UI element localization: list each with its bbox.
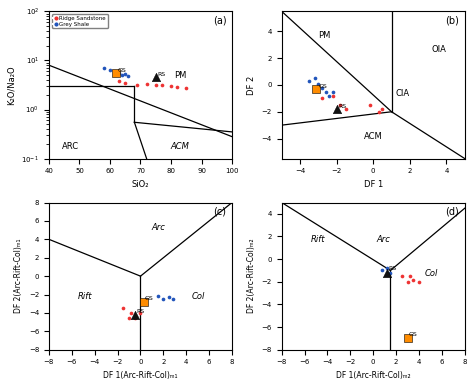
Text: RS: RS bbox=[136, 309, 144, 314]
Point bbox=[337, 102, 344, 108]
Text: Col: Col bbox=[425, 269, 438, 278]
Legend: Ridge Sandstone, Grey Shale: Ridge Sandstone, Grey Shale bbox=[52, 14, 108, 28]
Text: RS: RS bbox=[338, 104, 346, 109]
Point bbox=[311, 75, 319, 81]
Point bbox=[342, 106, 349, 112]
Text: GS: GS bbox=[409, 332, 418, 337]
Text: PM: PM bbox=[319, 31, 331, 40]
Point bbox=[140, 299, 148, 305]
Text: OIA: OIA bbox=[432, 45, 447, 53]
Text: RS: RS bbox=[388, 267, 396, 271]
Point bbox=[173, 84, 181, 90]
X-axis label: DF 1: DF 1 bbox=[364, 180, 383, 189]
Point bbox=[165, 294, 173, 300]
Point bbox=[305, 78, 313, 84]
Text: CIA: CIA bbox=[395, 89, 410, 98]
Text: Arc: Arc bbox=[152, 223, 166, 232]
Point bbox=[375, 109, 383, 115]
Point bbox=[167, 83, 175, 89]
Point bbox=[410, 276, 417, 283]
Text: GS: GS bbox=[145, 296, 154, 301]
Point bbox=[121, 71, 129, 77]
Text: ACM: ACM bbox=[364, 132, 383, 140]
X-axis label: DF 1(Arc-Rift-Col)ₘ₁: DF 1(Arc-Rift-Col)ₘ₁ bbox=[103, 371, 178, 380]
Point bbox=[131, 315, 138, 321]
Point bbox=[128, 310, 135, 316]
Point bbox=[329, 89, 337, 95]
Point bbox=[142, 296, 150, 302]
Point bbox=[383, 265, 391, 271]
Point bbox=[169, 296, 176, 302]
Point bbox=[366, 102, 374, 108]
Point bbox=[112, 69, 120, 75]
Point bbox=[106, 67, 114, 73]
Y-axis label: DF 2(Arc-Rift-Col)ₘ₁: DF 2(Arc-Rift-Col)ₘ₁ bbox=[14, 239, 23, 313]
Point bbox=[313, 86, 320, 92]
X-axis label: DF 1(Arc-Rift-Col)ₘ₂: DF 1(Arc-Rift-Col)ₘ₂ bbox=[336, 371, 410, 380]
Text: PM: PM bbox=[174, 71, 186, 80]
Text: (a): (a) bbox=[213, 16, 227, 26]
Point bbox=[387, 270, 394, 276]
Point bbox=[131, 312, 138, 318]
Text: ARC: ARC bbox=[62, 142, 79, 151]
Point bbox=[318, 85, 326, 91]
Text: Rift: Rift bbox=[310, 235, 325, 244]
Point bbox=[143, 81, 150, 87]
Point bbox=[119, 305, 127, 312]
Point bbox=[121, 80, 129, 86]
Text: GS: GS bbox=[319, 84, 327, 89]
Point bbox=[152, 74, 160, 80]
Y-axis label: DF 2(Arc-Rift-Col)ₘ₂: DF 2(Arc-Rift-Col)ₘ₂ bbox=[247, 239, 256, 313]
Y-axis label: DF 2: DF 2 bbox=[247, 75, 256, 94]
Point bbox=[318, 95, 326, 101]
Text: (b): (b) bbox=[446, 16, 459, 26]
Point bbox=[398, 273, 406, 279]
Point bbox=[315, 80, 322, 87]
Point bbox=[118, 72, 126, 78]
Text: ACM: ACM bbox=[171, 142, 190, 151]
Point bbox=[125, 315, 133, 321]
Text: (d): (d) bbox=[446, 207, 459, 217]
Text: Rift: Rift bbox=[78, 292, 92, 301]
Point bbox=[383, 270, 391, 276]
Point bbox=[415, 279, 423, 285]
Point bbox=[322, 89, 329, 95]
Point bbox=[379, 267, 386, 274]
Point bbox=[100, 65, 108, 71]
Text: RS: RS bbox=[157, 72, 165, 77]
X-axis label: SiO₂: SiO₂ bbox=[132, 180, 149, 189]
Point bbox=[137, 310, 144, 316]
Text: Arc: Arc bbox=[377, 235, 391, 244]
Point bbox=[154, 293, 162, 300]
Text: (c): (c) bbox=[214, 207, 227, 217]
Point bbox=[125, 73, 132, 79]
Point bbox=[115, 70, 123, 76]
Point bbox=[329, 92, 337, 99]
Point bbox=[326, 92, 333, 99]
Text: GS: GS bbox=[118, 68, 127, 73]
Point bbox=[406, 273, 414, 279]
Point bbox=[152, 82, 160, 89]
Point bbox=[115, 78, 123, 84]
Text: Col: Col bbox=[192, 292, 205, 301]
Y-axis label: K₂O/Na₂O: K₂O/Na₂O bbox=[7, 65, 16, 105]
Point bbox=[112, 70, 120, 76]
Point bbox=[182, 84, 190, 91]
Point bbox=[134, 82, 141, 88]
Point bbox=[158, 82, 165, 88]
Point bbox=[404, 336, 411, 342]
Point bbox=[379, 106, 386, 112]
Point bbox=[333, 106, 340, 112]
Point bbox=[404, 279, 411, 285]
Point bbox=[160, 296, 167, 302]
